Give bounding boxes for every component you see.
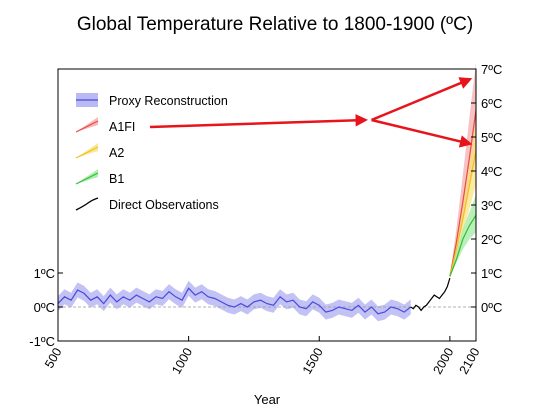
legend-label-a2: A2 bbox=[109, 146, 124, 160]
legend-label-b1: B1 bbox=[109, 172, 124, 186]
legend-line-a2 bbox=[75, 146, 99, 159]
legend-line-a1fi bbox=[75, 120, 99, 133]
y-tick-label-right: 3ºC bbox=[481, 198, 502, 213]
x-tick-label-2100: 2100 bbox=[457, 345, 483, 376]
legend-line-direct-observations bbox=[75, 197, 99, 211]
y-tick-label-left: 0ºC bbox=[34, 300, 55, 315]
x-axis-title: Year bbox=[254, 392, 281, 407]
legend-swatch-b1 bbox=[76, 169, 98, 184]
legend-label-proxy-reconstruction: Proxy Reconstruction bbox=[109, 94, 228, 108]
y-tick-label-right: 0ºC bbox=[481, 300, 502, 315]
a2-band bbox=[449, 120, 476, 277]
y-tick-label-left: 1ºC bbox=[34, 266, 55, 281]
y-tick-label-right: 1ºC bbox=[481, 266, 502, 281]
proxy-reconstruction-band bbox=[58, 280, 411, 322]
legend-line-b1 bbox=[75, 172, 99, 185]
y-tick-label-right: 6ºC bbox=[481, 96, 502, 111]
legend-swatch-a1fi bbox=[76, 117, 98, 132]
y-tick-label-left: -1ºC bbox=[29, 334, 55, 349]
b1-line bbox=[449, 214, 477, 277]
x-tick-label-1000: 1000 bbox=[169, 345, 195, 376]
proxy-reconstruction-line bbox=[57, 287, 412, 315]
annotation-arrow-upper bbox=[371, 77, 473, 122]
legend-swatch-a2 bbox=[76, 143, 98, 158]
legend-label-a1fi: A1FI bbox=[109, 120, 135, 134]
chart-title: Global Temperature Relative to 1800-1900… bbox=[76, 14, 474, 35]
a2-line bbox=[449, 150, 477, 277]
y-tick-label-right: 7ºC bbox=[481, 62, 502, 77]
annotation-arrow-main bbox=[149, 114, 368, 129]
y-tick-label-right: 4ºC bbox=[481, 164, 502, 179]
x-tick-label-1500: 1500 bbox=[300, 345, 326, 376]
annotation-arrow-lower bbox=[371, 118, 473, 148]
y-tick-label-right: 2ºC bbox=[481, 232, 502, 247]
x-tick-label-500: 500 bbox=[42, 345, 65, 370]
y-tick-label-right: 5ºC bbox=[481, 130, 502, 145]
direct-observations-line bbox=[410, 277, 451, 312]
x-tick-label-2000: 2000 bbox=[430, 345, 456, 376]
legend-label-direct-observations: Direct Observations bbox=[109, 198, 219, 212]
b1-band bbox=[449, 194, 476, 277]
